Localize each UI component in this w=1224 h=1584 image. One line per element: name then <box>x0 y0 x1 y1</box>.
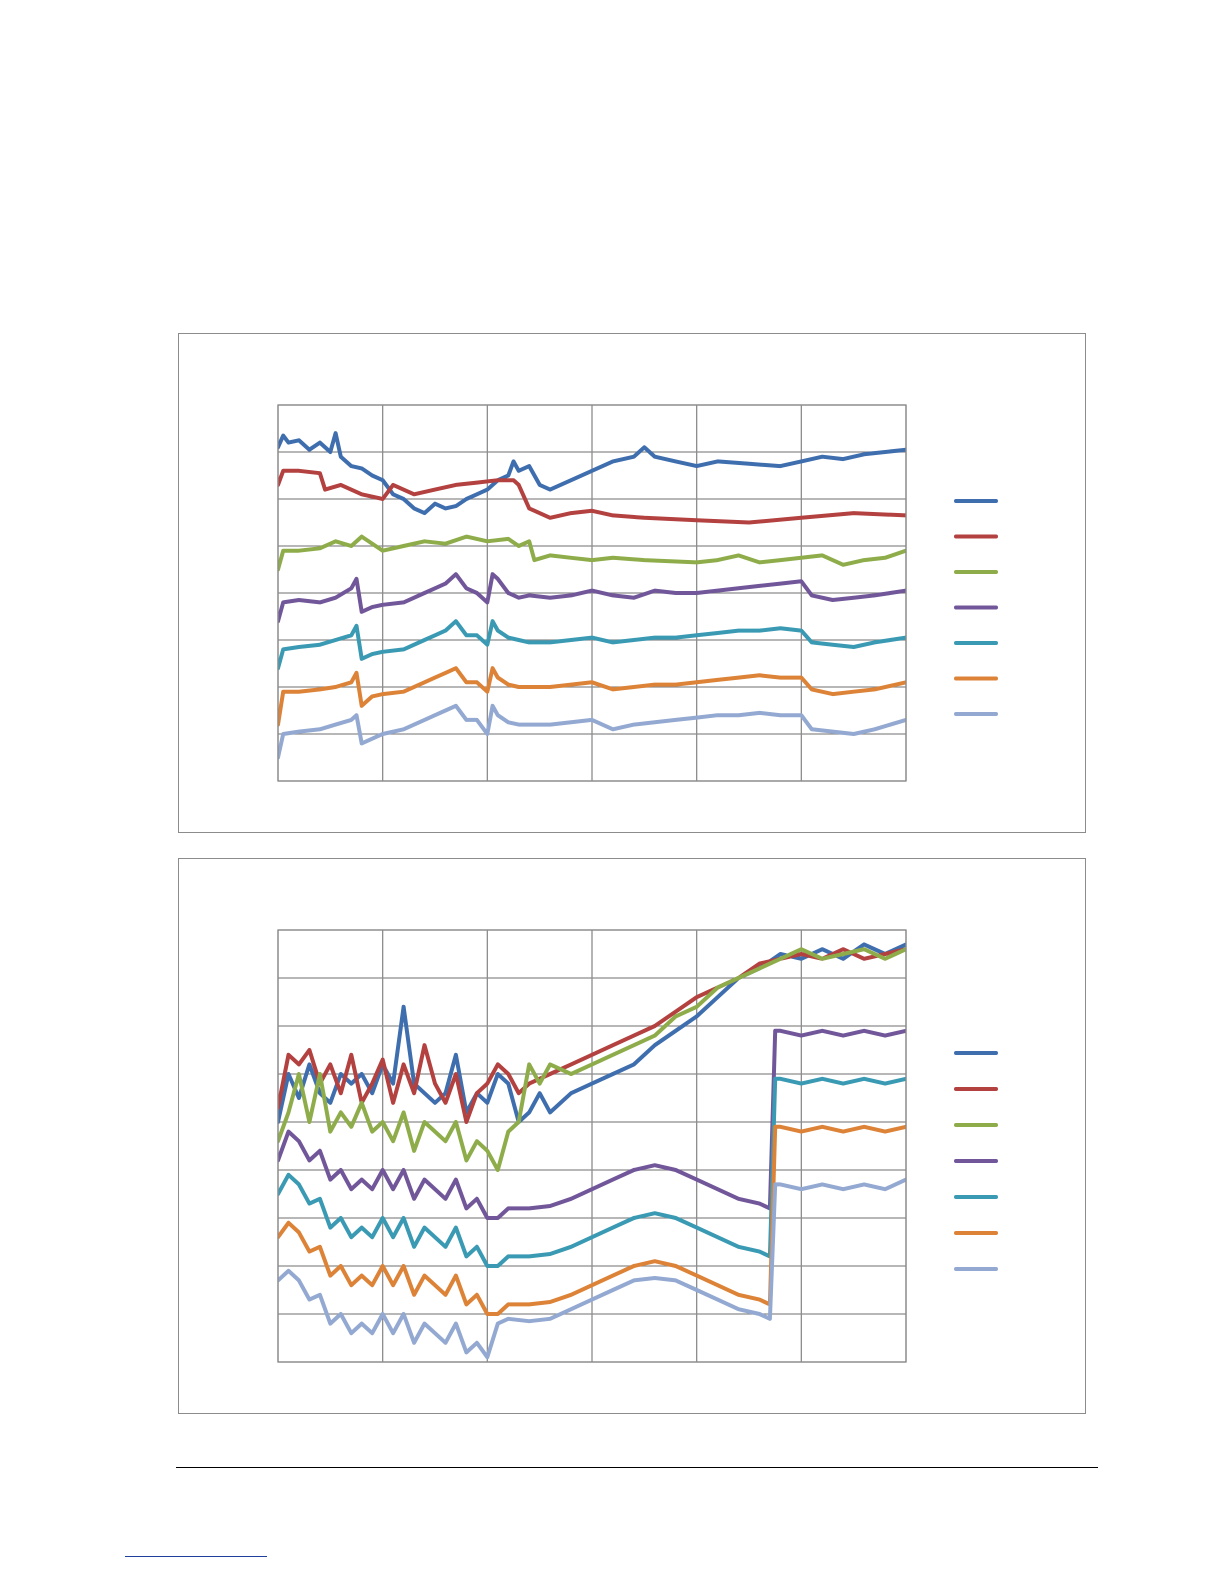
chart-1-series-2-line <box>278 468 906 525</box>
chart-2-series-6-line <box>278 1124 906 1316</box>
chart-2-svg <box>277 929 998 1363</box>
chart-2-series-4-line <box>278 1028 906 1220</box>
footer-divider <box>176 1467 1098 1468</box>
footnote-separator <box>125 1556 267 1557</box>
chart-1-series-6-line <box>278 666 906 727</box>
chart-1-series-3-line <box>278 534 906 572</box>
chart-2-series-7-line <box>278 1177 906 1360</box>
chart-2 <box>178 858 1086 1414</box>
chart-1-series-4-line <box>278 572 906 624</box>
chart-1 <box>178 333 1086 833</box>
chart-1-plot-area <box>277 404 907 782</box>
chart-1-series-5-line <box>278 619 906 671</box>
chart-2-series-2-line <box>278 947 906 1124</box>
chart-1-svg <box>277 404 998 782</box>
chart-1-series-7-line <box>278 703 906 760</box>
chart-2-series-3-line <box>278 947 906 1172</box>
chart-2-series-5-line <box>278 1076 906 1268</box>
chart-2-plot-area <box>277 929 907 1363</box>
